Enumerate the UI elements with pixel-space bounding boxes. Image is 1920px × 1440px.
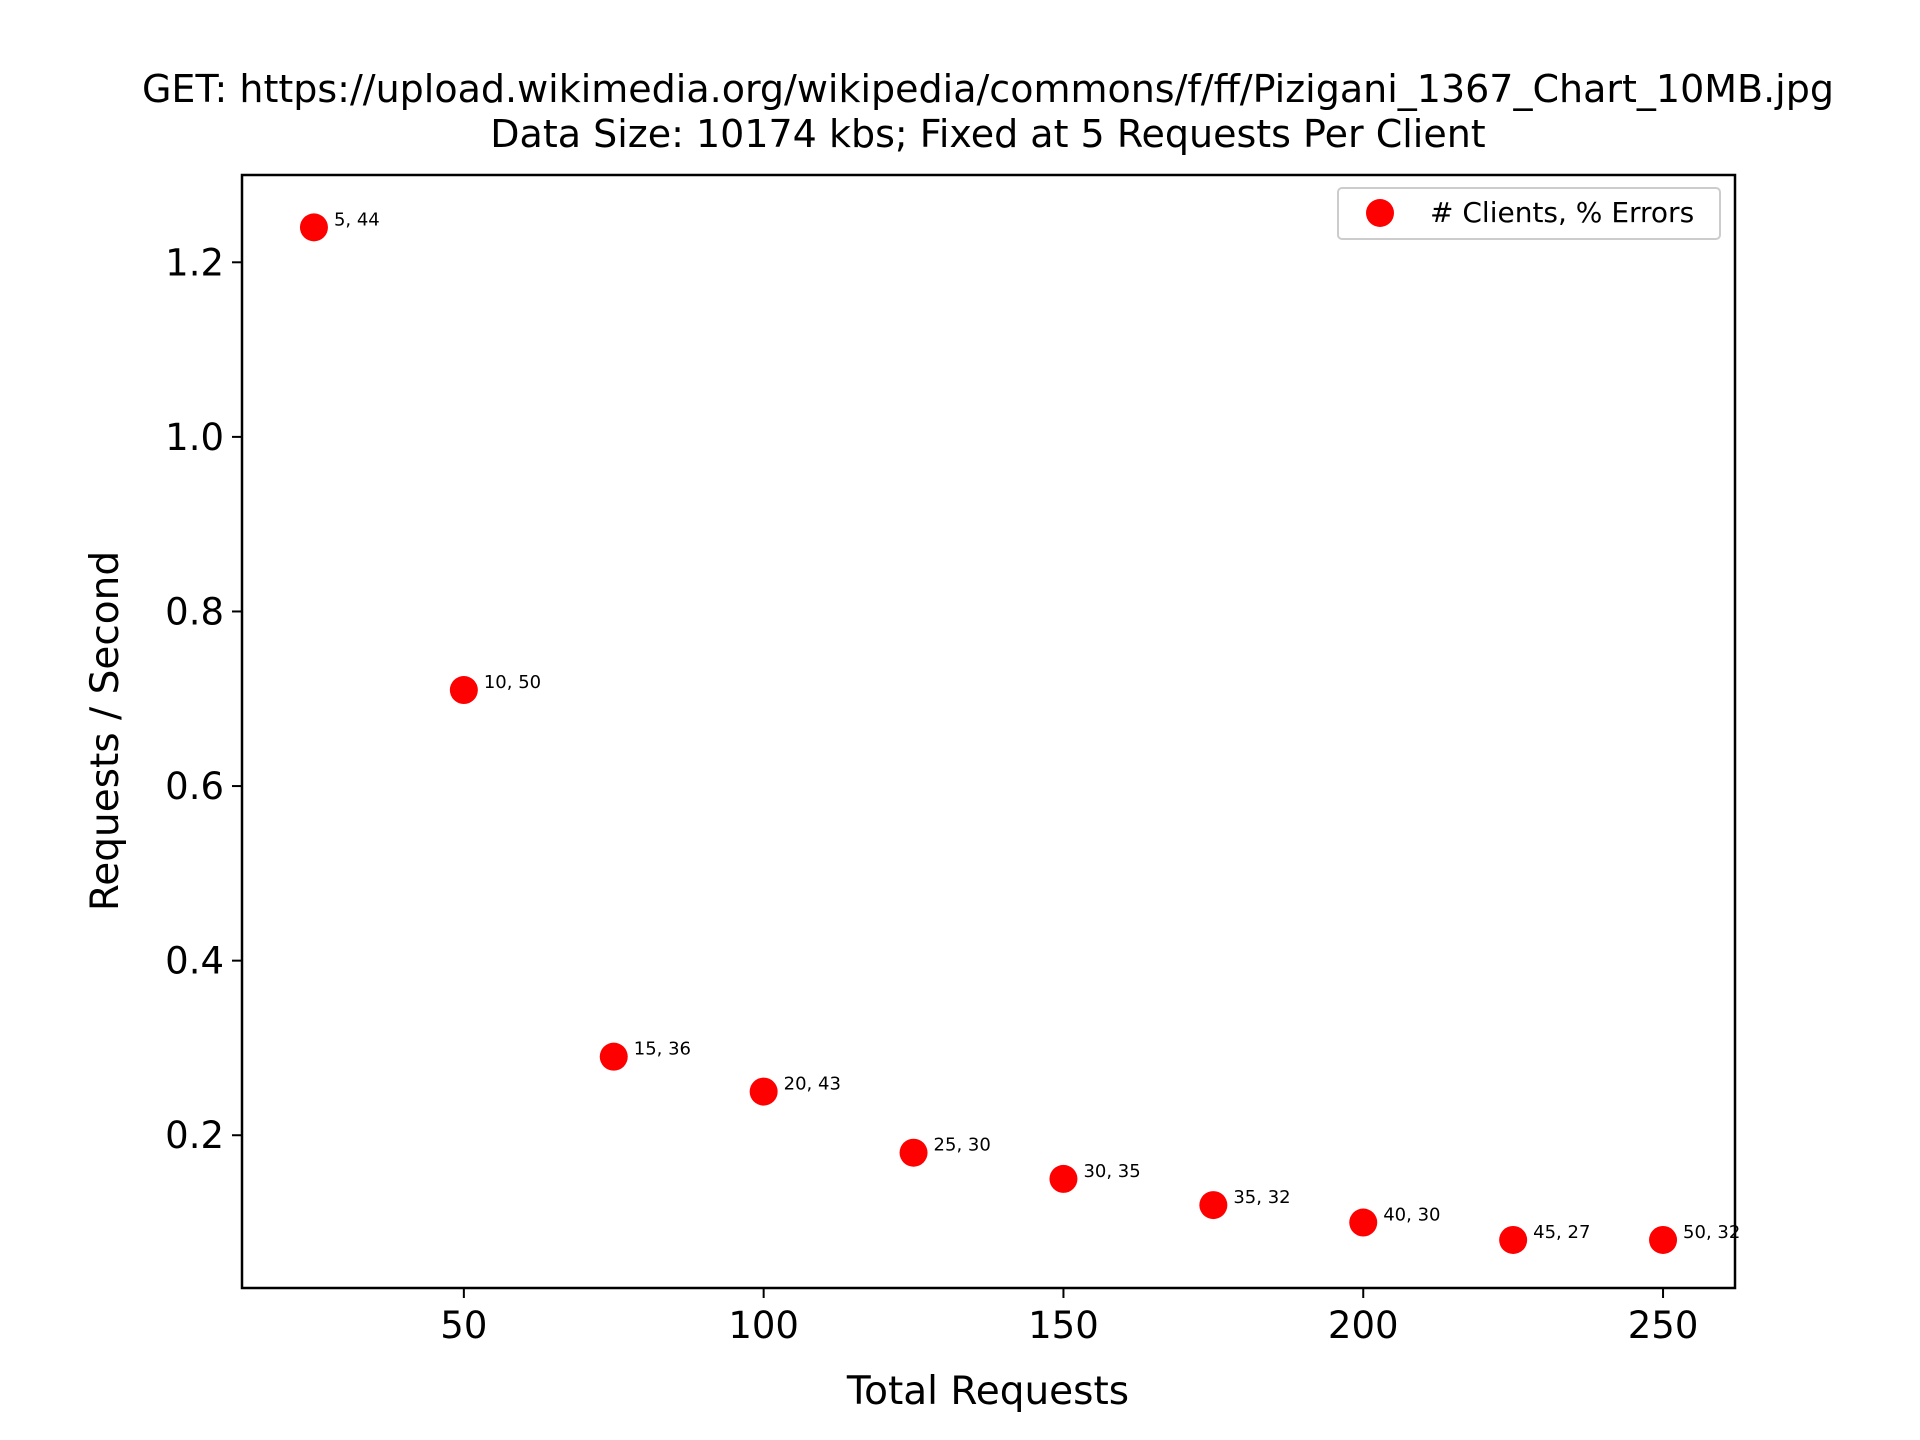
data-point: [1199, 1191, 1228, 1220]
data-point-label: 35, 32: [1233, 1187, 1290, 1208]
data-point: [749, 1077, 778, 1106]
data-point: [1349, 1208, 1378, 1237]
data-point-label: 50, 32: [1683, 1222, 1740, 1243]
data-point-label: 20, 43: [784, 1074, 841, 1095]
data-point: [1049, 1164, 1078, 1193]
chart-subtitle: Data Size: 10174 kbs; Fixed at 5 Request…: [490, 112, 1485, 156]
y-tick-label: 0.6: [165, 765, 224, 808]
x-tick-label: 50: [440, 1304, 487, 1347]
legend-marker: [1366, 199, 1394, 227]
y-axis-ticks: 0.2 0.4 0.6 0.8 1.0 1.2: [165, 241, 242, 1157]
legend: # Clients, % Errors: [1337, 187, 1721, 240]
data-point-label: 40, 30: [1383, 1205, 1440, 1226]
y-tick-label: 0.8: [165, 590, 224, 633]
data-point-label: 45, 27: [1533, 1222, 1590, 1243]
data-point-label: 5, 44: [334, 209, 380, 230]
legend-box: [1337, 187, 1721, 240]
data-point-label: 30, 35: [1083, 1161, 1140, 1182]
data-point: [1649, 1225, 1678, 1254]
data-points: [299, 213, 1678, 1254]
data-point: [449, 676, 478, 705]
legend-label: # Clients, % Errors: [1430, 196, 1694, 229]
data-point-label: 25, 30: [934, 1135, 991, 1156]
x-tick-label: 100: [728, 1304, 799, 1347]
y-tick-label: 1.2: [165, 241, 224, 284]
data-point-label: 15, 36: [634, 1039, 691, 1060]
y-tick-label: 0.2: [165, 1114, 224, 1157]
data-point: [899, 1138, 928, 1167]
y-axis-label: Requests / Second: [83, 551, 128, 911]
x-tick-label: 150: [1028, 1304, 1099, 1347]
plot-frame: [240, 173, 1737, 1290]
x-tick-label: 200: [1328, 1304, 1399, 1347]
data-point-labels: 5, 44 10, 50 15, 36 20, 43 25, 30 30, 35 35, 3…: [334, 209, 1740, 1243]
y-tick-label: 0.4: [165, 940, 224, 983]
data-point: [599, 1042, 628, 1071]
y-tick-label: 1.0: [165, 416, 224, 459]
data-point: [299, 213, 328, 242]
chart-title: GET: https://upload.wikimedia.org/wikipe…: [142, 67, 1834, 111]
x-axis-label: Total Requests: [846, 1369, 1129, 1414]
data-point: [1499, 1225, 1528, 1254]
data-point-label: 10, 50: [484, 672, 541, 693]
x-tick-label: 250: [1628, 1304, 1699, 1347]
x-axis-ticks: 50 100 150 200 250: [440, 1288, 1698, 1347]
